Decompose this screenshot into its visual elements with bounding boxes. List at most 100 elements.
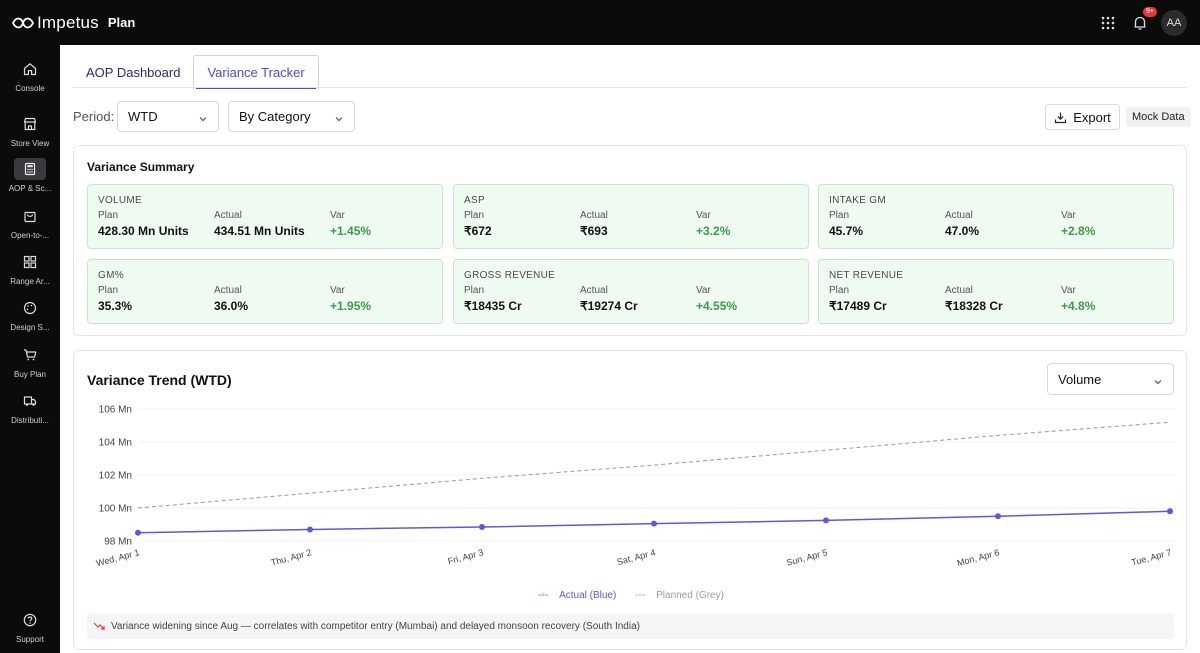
grid-icon <box>14 251 46 273</box>
sidebar-item-buy-plan[interactable]: Buy Plan <box>0 344 60 379</box>
store-icon <box>14 113 46 135</box>
planned-series-line <box>137 421 1171 509</box>
var-value: +4.55% <box>696 299 738 313</box>
export-label: Export <box>1073 109 1111 125</box>
sidebar-item-label: Support <box>15 635 45 644</box>
plan-label: Plan <box>98 285 119 296</box>
legend-planned[interactable]: -◦- Planned (Grey) <box>631 590 728 601</box>
apps-grid-icon[interactable] <box>1097 12 1119 34</box>
app-name: Plan <box>107 15 136 30</box>
group-by-select[interactable]: By Category <box>228 101 355 132</box>
calculator-icon <box>14 158 46 180</box>
actual-data-point <box>995 513 1001 520</box>
x-tick-label: Sat, Apr 4 <box>616 547 657 567</box>
x-tick-label: Tue, Apr 7 <box>1130 547 1172 567</box>
notification-badge: 9+ <box>1143 6 1157 17</box>
x-tick-label: Wed, Apr 1 <box>95 547 140 568</box>
sidebar-item-console[interactable]: Console <box>0 58 60 93</box>
trend-metric-select[interactable]: Volume <box>1047 363 1174 395</box>
insight-text: Variance widening since Aug — correlates… <box>111 620 640 632</box>
actual-value: 36.0% <box>214 299 249 313</box>
home-icon <box>14 58 46 80</box>
sidebar-item-store-view[interactable]: Store View <box>0 113 60 148</box>
metric-card-asp: ASP Plan ₹672 Actual ₹693 Var +3.2% <box>453 184 809 249</box>
plan-label: Plan <box>98 210 119 221</box>
metric-title: GM% <box>98 270 124 281</box>
plan-label: Plan <box>464 285 485 296</box>
tab-variance-tracker[interactable]: Variance Tracker <box>193 55 319 89</box>
sidebar-item-open-to-buy[interactable]: Open-to-... <box>0 205 60 240</box>
var-value: +1.45% <box>330 224 372 238</box>
tab-divider <box>73 87 1187 88</box>
metric-title: INTAKE GM <box>829 195 886 206</box>
actual-value: 434.51 Mn Units <box>214 224 305 238</box>
actual-data-point <box>823 517 829 524</box>
trend-metric-select-value: Volume <box>1058 371 1102 387</box>
plan-label: Plan <box>829 210 850 221</box>
logo[interactable]: Impetus <box>12 13 99 33</box>
logo-text: Impetus <box>37 12 99 32</box>
y-tick-label: 104 Mn <box>99 438 132 449</box>
actual-label: Actual <box>214 210 242 221</box>
avatar[interactable]: AA <box>1161 9 1187 36</box>
group-by-select-value: By Category <box>239 109 311 124</box>
sidebar-item-design[interactable]: Design S... <box>0 297 60 332</box>
sidebar-item-label: Open-to-... <box>10 231 50 240</box>
actual-data-point <box>307 526 313 533</box>
sidebar-item-support[interactable]: Support <box>0 609 60 644</box>
sidebar-item-label: Console <box>15 84 45 93</box>
x-tick-label: Fri, Apr 3 <box>447 547 485 566</box>
line-dot-icon: -◦- <box>635 590 646 601</box>
sidebar-item-label: Distributi... <box>11 416 49 425</box>
var-label: Var <box>1061 285 1076 296</box>
truck-icon <box>14 390 46 412</box>
plan-value: ₹18435 Cr <box>464 299 522 313</box>
variance-trend-card: Variance Trend (WTD) Volume 106 Mn 104 Mn… <box>73 350 1187 650</box>
help-icon <box>14 609 46 631</box>
metric-card-intake-gm: INTAKE GM Plan 45.7% Actual 47.0% Var +2.8% <box>818 184 1174 249</box>
tab-bar: AOP Dashboard Variance Tracker <box>73 55 319 89</box>
variance-summary-card: Variance Summary VOLUME Plan 428.30 Mn Un… <box>73 145 1187 336</box>
tab-aop-dashboard[interactable]: AOP Dashboard <box>86 64 181 80</box>
variance-summary-title: Variance Summary <box>87 160 195 174</box>
metric-title: ASP <box>464 195 485 206</box>
export-button[interactable]: Export <box>1045 104 1120 130</box>
period-select-value: WTD <box>128 109 158 124</box>
download-icon <box>1054 111 1067 124</box>
metric-title: NET REVENUE <box>829 270 904 281</box>
actual-value: ₹693 <box>580 224 608 238</box>
y-tick-label: 102 Mn <box>99 471 132 482</box>
sidebar-item-range[interactable]: Range Ar... <box>0 251 60 286</box>
impetus-logo-icon <box>12 16 34 30</box>
actual-label: Actual <box>945 285 973 296</box>
y-tick-label: 98 Mn <box>104 537 132 548</box>
sidebar-item-aop[interactable]: AOP & Sc... <box>0 158 60 193</box>
trending-down-icon <box>93 621 105 631</box>
actual-data-point <box>651 520 657 527</box>
bell-icon[interactable]: 9+ <box>1129 6 1157 34</box>
var-label: Var <box>330 210 345 221</box>
var-value: +3.2% <box>696 224 731 238</box>
y-tick-label: 106 Mn <box>99 405 132 416</box>
legend-actual[interactable]: -◦- Actual (Blue) <box>534 590 623 601</box>
actual-data-point <box>1167 508 1173 515</box>
legend-actual-label: Actual (Blue) <box>559 590 617 601</box>
chart-legend: -◦- Actual (Blue) -◦- Planned (Grey) <box>74 590 1188 601</box>
var-value: +1.95% <box>330 299 372 313</box>
actual-data-point <box>479 523 485 530</box>
sidebar-item-distribution[interactable]: Distributi... <box>0 390 60 425</box>
period-select[interactable]: WTD <box>117 101 219 132</box>
sidebar-item-label: AOP & Sc... <box>8 184 52 193</box>
main-content: AOP Dashboard Variance Tracker Period: W… <box>60 45 1200 653</box>
var-label: Var <box>330 285 345 296</box>
legend-planned-label: Planned (Grey) <box>656 590 724 601</box>
x-tick-label: Sun, Apr 5 <box>785 547 828 568</box>
var-label: Var <box>696 285 711 296</box>
actual-label: Actual <box>214 285 242 296</box>
actual-label: Actual <box>580 285 608 296</box>
plan-value: ₹672 <box>464 224 492 238</box>
actual-value: ₹18328 Cr <box>945 299 1003 313</box>
chevron-down-icon <box>1153 375 1163 390</box>
sidebar-item-label: Store View <box>10 139 50 148</box>
